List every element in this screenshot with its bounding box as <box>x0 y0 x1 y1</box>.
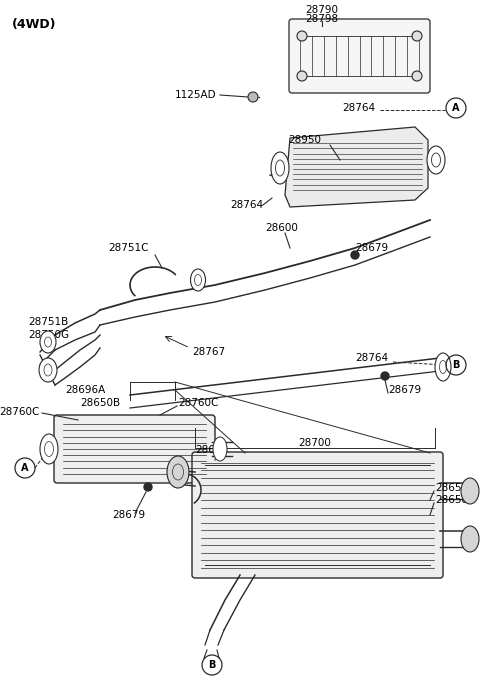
Text: (4WD): (4WD) <box>12 18 57 31</box>
Circle shape <box>412 31 422 41</box>
Text: 28790: 28790 <box>305 5 338 15</box>
Ellipse shape <box>213 437 227 461</box>
Circle shape <box>351 251 359 259</box>
Text: A: A <box>21 463 29 473</box>
Text: 28760C: 28760C <box>0 407 40 417</box>
Text: 28798: 28798 <box>305 14 338 24</box>
Ellipse shape <box>435 353 451 381</box>
Text: 28600: 28600 <box>265 223 298 233</box>
Circle shape <box>297 71 307 81</box>
Text: 28950: 28950 <box>288 135 322 145</box>
Circle shape <box>297 31 307 41</box>
Circle shape <box>144 483 152 491</box>
Ellipse shape <box>427 146 445 174</box>
Text: 28658: 28658 <box>435 483 468 493</box>
Text: 28750G: 28750G <box>28 330 69 340</box>
Text: 28679: 28679 <box>112 510 145 520</box>
Circle shape <box>412 71 422 81</box>
Ellipse shape <box>39 358 57 382</box>
Circle shape <box>381 372 389 380</box>
Text: 28760C: 28760C <box>178 398 218 408</box>
Ellipse shape <box>167 456 189 488</box>
FancyBboxPatch shape <box>192 452 443 578</box>
Text: 1125AD: 1125AD <box>175 90 216 100</box>
FancyBboxPatch shape <box>289 19 430 93</box>
Ellipse shape <box>461 526 479 552</box>
Ellipse shape <box>461 478 479 504</box>
Text: 28658: 28658 <box>195 445 228 455</box>
FancyBboxPatch shape <box>54 415 215 483</box>
Ellipse shape <box>271 152 289 184</box>
Text: 28767: 28767 <box>192 347 225 357</box>
Ellipse shape <box>191 269 205 291</box>
Text: 28696A: 28696A <box>65 385 105 395</box>
Text: 28764: 28764 <box>355 353 388 363</box>
Text: 28679: 28679 <box>388 385 421 395</box>
Ellipse shape <box>40 434 58 464</box>
Text: 28751C: 28751C <box>108 243 148 253</box>
Text: 28679: 28679 <box>355 243 388 253</box>
Text: 28764: 28764 <box>342 103 375 113</box>
Text: 28658: 28658 <box>435 495 468 505</box>
Text: 28764: 28764 <box>230 200 263 210</box>
Text: B: B <box>208 660 216 670</box>
Text: 28650B: 28650B <box>80 398 120 408</box>
Ellipse shape <box>40 331 56 353</box>
Circle shape <box>248 92 258 102</box>
Text: 28751B: 28751B <box>28 317 68 327</box>
Polygon shape <box>285 127 428 207</box>
Text: B: B <box>452 360 460 370</box>
Text: 28700: 28700 <box>299 438 331 448</box>
Text: A: A <box>452 103 460 113</box>
